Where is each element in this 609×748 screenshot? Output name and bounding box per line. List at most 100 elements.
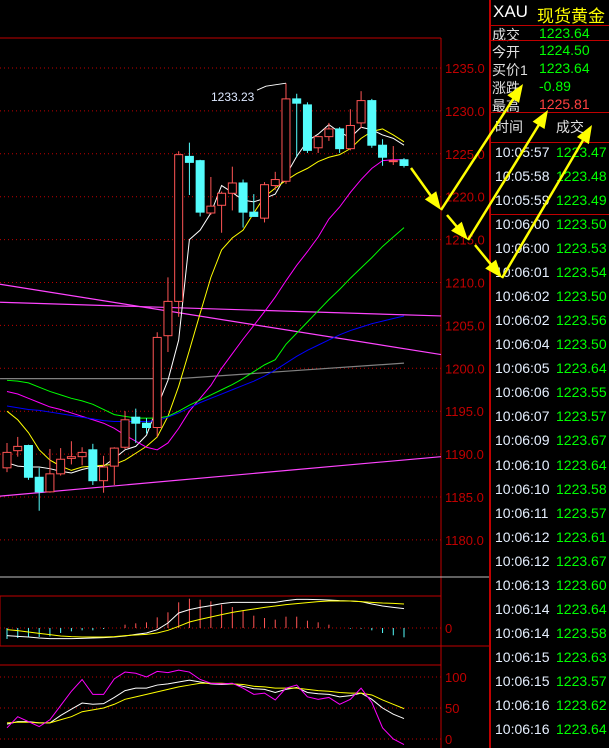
trend-line xyxy=(0,283,442,356)
candle-body xyxy=(356,100,366,124)
tick-price: 1223.56 xyxy=(556,312,607,329)
tick-price: 1223.55 xyxy=(556,384,607,401)
tick-price: 1223.58 xyxy=(556,480,607,497)
y-tick-label: 50 xyxy=(445,701,459,716)
quote-label: 成交 xyxy=(492,27,520,43)
tick-time: 10:06:15 xyxy=(495,648,550,665)
candle-up xyxy=(281,83,291,184)
price-chart[interactable]: 1235.0 1230.0 1225.0 1220.0 1215.0 1210.0 1205… xyxy=(0,0,489,748)
tick-price: 1223.67 xyxy=(556,432,607,449)
candle-body xyxy=(367,100,377,146)
tick-price: 1223.47 xyxy=(556,144,607,160)
candle-body xyxy=(88,449,98,482)
tick-price: 1223.57 xyxy=(556,672,607,689)
candle-body xyxy=(388,160,398,163)
candle-down xyxy=(238,179,248,228)
candle-body xyxy=(324,128,334,138)
tick-row: 10:06:02 1223.50 xyxy=(491,288,609,310)
tick-price: 1223.64 xyxy=(556,456,607,473)
candle-body xyxy=(399,159,409,166)
tick-time: 10:06:05 xyxy=(495,360,550,377)
y-tick-label: 100 xyxy=(445,670,467,685)
quote-value: 1225.81 xyxy=(539,96,590,112)
tick-time: 10:05:58 xyxy=(495,168,550,185)
tick-row: 10:05:59 1223.49 xyxy=(491,192,609,214)
y-tick-label: 1195.0 xyxy=(445,404,484,419)
quote-label: 涨跌 xyxy=(492,80,520,96)
tick-time: 10:06:12 xyxy=(495,528,550,545)
candle-body xyxy=(345,124,355,150)
divider xyxy=(491,40,609,41)
candle-down xyxy=(34,467,44,511)
tick-row: 10:06:10 1223.58 xyxy=(491,481,609,503)
y-tick-label: 1180.0 xyxy=(445,533,484,548)
candle-up xyxy=(356,91,366,129)
y-tick-label: 1230.0 xyxy=(445,104,485,119)
quote-header: XAU 现货黄金 xyxy=(491,0,609,26)
candle-body xyxy=(313,136,323,149)
macd-line xyxy=(6,600,405,638)
candle-up xyxy=(313,135,323,153)
candle-body xyxy=(56,458,66,475)
tick-price: 1223.64 xyxy=(556,360,607,377)
candle-body xyxy=(174,154,184,302)
tick-row: 10:05:58 1223.48 xyxy=(491,168,609,190)
candle-up xyxy=(270,171,280,190)
y-tick-label: 1225.0 xyxy=(445,147,485,162)
tick-row: 10:06:16 1223.64 xyxy=(491,721,609,743)
symbol-name: 现货黄金 xyxy=(537,7,605,26)
quote-label: 买价1 xyxy=(492,62,528,78)
quote-value: 1223.64 xyxy=(539,25,590,41)
candle-body xyxy=(66,456,76,459)
candle-up xyxy=(174,151,184,317)
candle-up xyxy=(13,436,23,457)
candle-down xyxy=(399,158,409,168)
candle-down xyxy=(367,98,377,148)
ticks-header-price: 成交 xyxy=(556,119,584,135)
candle-body xyxy=(270,179,280,187)
candle-body xyxy=(163,300,173,337)
candle-body xyxy=(195,160,205,213)
candle-body xyxy=(378,144,388,158)
candle-body xyxy=(141,422,151,429)
candle-body xyxy=(77,451,87,458)
tick-time: 10:06:01 xyxy=(495,264,550,281)
annotation-leader xyxy=(256,82,287,91)
kdj-line xyxy=(6,669,405,746)
candle-body xyxy=(45,473,55,493)
candle-body xyxy=(238,182,248,213)
quote-row-change: 涨跌 -0.89 xyxy=(491,78,609,96)
tick-row: 10:06:14 1223.58 xyxy=(491,625,609,647)
y-tick-label: 1205.0 xyxy=(445,318,485,333)
y-tick-label: 1235.0 xyxy=(445,61,485,76)
candle-up xyxy=(120,411,130,449)
candle-down xyxy=(88,443,98,485)
candle-body xyxy=(302,104,312,151)
tick-price: 1223.67 xyxy=(556,552,607,569)
candle-body xyxy=(184,155,194,163)
candle-down xyxy=(184,142,194,195)
quote-label: 今开 xyxy=(492,44,520,60)
y-tick-label: 0 xyxy=(445,621,452,636)
candle-up xyxy=(217,191,227,233)
y-tick-label: 1185.0 xyxy=(445,490,484,505)
tick-price: 1223.60 xyxy=(556,576,607,593)
y-tick-label: 0 xyxy=(445,732,452,747)
tick-row: 10:06:04 1223.50 xyxy=(491,336,609,358)
moving-average-line xyxy=(6,227,405,419)
candle-body xyxy=(99,466,109,482)
candle-body xyxy=(335,128,345,150)
tick-time: 10:06:10 xyxy=(495,456,550,473)
tick-row: 10:06:07 1223.57 xyxy=(491,408,609,430)
tick-row: 10:06:05 1223.64 xyxy=(491,360,609,382)
y-tick-label: 1210.0 xyxy=(445,276,485,291)
tick-row: 10:06:13 1223.60 xyxy=(491,577,609,599)
tick-time: 10:06:06 xyxy=(495,384,550,401)
candle-body xyxy=(131,416,141,424)
trend-line xyxy=(0,456,442,497)
tick-price: 1223.50 xyxy=(556,216,607,233)
tick-time: 10:05:57 xyxy=(495,144,550,160)
candle-up xyxy=(345,109,355,151)
y-tick-label: 1200.0 xyxy=(445,361,485,376)
tick-price: 1223.54 xyxy=(556,264,607,281)
